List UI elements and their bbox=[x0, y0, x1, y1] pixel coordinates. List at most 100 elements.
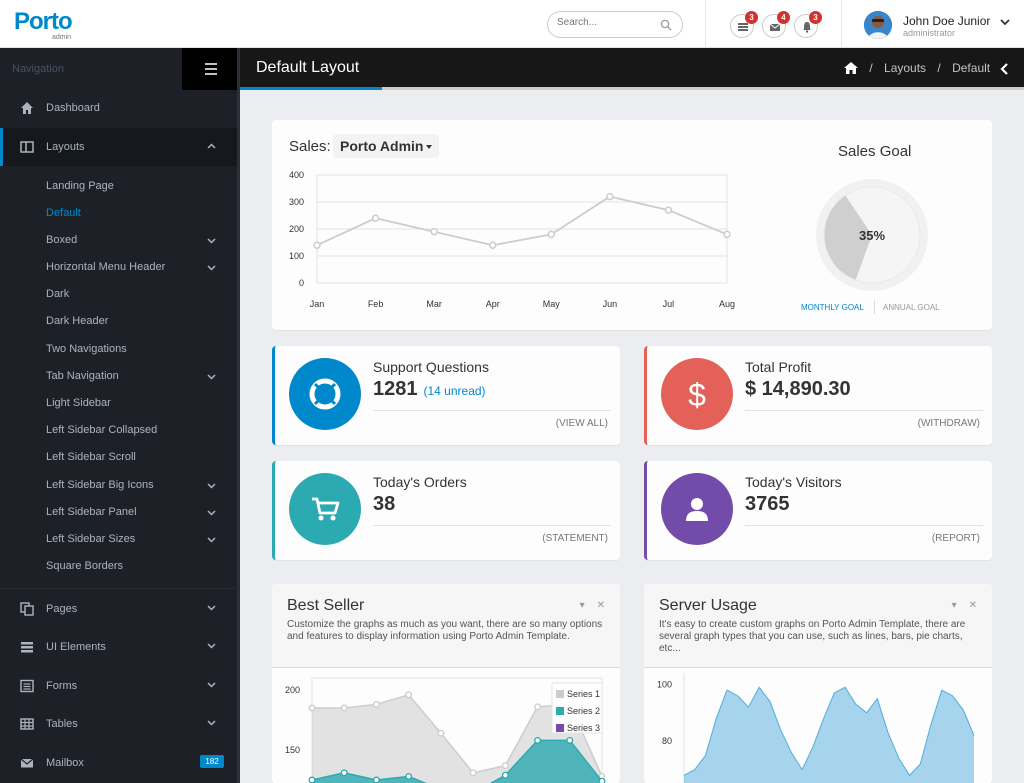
logo[interactable]: Porto admin bbox=[14, 8, 73, 41]
chevron-down-icon bbox=[207, 374, 216, 380]
data-point bbox=[723, 230, 731, 239]
sidebar-sub-left-sidebar-sizes[interactable]: Left Sidebar Sizes bbox=[46, 533, 136, 545]
x-tick-label: Apr bbox=[486, 299, 500, 309]
view-all-link[interactable]: (VIEW ALL) bbox=[555, 418, 608, 429]
caret-down-icon[interactable]: ▾ bbox=[951, 600, 957, 611]
copy-icon bbox=[20, 602, 34, 616]
server-usage-panel: Server Usage ▾ ✕ It's easy to create cust… bbox=[644, 584, 992, 783]
tab-annual-goal[interactable]: ANNUAL GOAL bbox=[883, 303, 940, 312]
home-icon[interactable] bbox=[844, 62, 858, 74]
caret-down-icon[interactable]: ▾ bbox=[579, 600, 585, 611]
breadcrumb-layouts[interactable]: Layouts bbox=[884, 61, 927, 75]
search-icon[interactable] bbox=[660, 19, 672, 31]
avatar[interactable] bbox=[864, 11, 892, 39]
data-point bbox=[547, 230, 556, 239]
data-point bbox=[664, 206, 673, 214]
envelope-icon bbox=[20, 758, 34, 768]
messages-notification[interactable]: 4 bbox=[762, 11, 790, 38]
x-tick-label: Jul bbox=[663, 299, 675, 309]
y-tick-label: 80 bbox=[662, 736, 672, 746]
y-tick-label: 150 bbox=[285, 745, 300, 755]
logo-sub: admin bbox=[52, 34, 72, 41]
sidebar-sub-square-borders[interactable]: Square Borders bbox=[46, 560, 124, 572]
report-link[interactable]: (REPORT) bbox=[931, 533, 980, 544]
sidebar-sub-horizontal-menu-header[interactable]: Horizontal Menu Header bbox=[46, 261, 166, 273]
data-point bbox=[313, 241, 321, 249]
sidebar-item-layouts[interactable]: Layouts bbox=[0, 128, 239, 166]
data-point bbox=[405, 691, 413, 699]
sales-dropdown[interactable]: Porto Admin bbox=[333, 134, 440, 158]
sidebar-item-mailbox[interactable]: Mailbox 182 bbox=[0, 744, 239, 782]
withdraw-link[interactable]: (WITHDRAW) bbox=[917, 418, 980, 429]
page-header: Default Layout / Layouts / Default bbox=[240, 48, 1024, 90]
panel-title: Server Usage bbox=[659, 597, 757, 614]
x-tick-label: Feb bbox=[368, 299, 384, 309]
sidebar-scrollbar[interactable] bbox=[237, 48, 240, 783]
sidebar-sub-tab-navigation[interactable]: Tab Navigation bbox=[46, 370, 119, 382]
sidebar-sub-light-sidebar[interactable]: Light Sidebar bbox=[46, 397, 111, 409]
best-seller-panel: Best Seller ▾ ✕ Customize the graphs as m… bbox=[272, 584, 620, 783]
sidebar-sub-default[interactable]: Default bbox=[46, 207, 81, 219]
search-box bbox=[547, 11, 683, 38]
y-tick-label: 100 bbox=[289, 251, 304, 261]
columns-icon bbox=[20, 141, 34, 153]
sidebar-sub-two-navigations[interactable]: Two Navigations bbox=[46, 343, 127, 355]
breadcrumb-sep: / bbox=[937, 61, 941, 75]
sidebar-sub-left-sidebar-big-icons[interactable]: Left Sidebar Big Icons bbox=[46, 479, 154, 491]
svg-text:$: $ bbox=[688, 378, 706, 410]
sidebar-sub-boxed[interactable]: Boxed bbox=[46, 234, 78, 246]
data-point bbox=[372, 700, 380, 708]
sidebar-sub-left-sidebar-scroll[interactable]: Left Sidebar Scroll bbox=[46, 451, 136, 463]
statement-link[interactable]: (STATEMENT) bbox=[542, 533, 608, 544]
chevron-down-icon bbox=[207, 265, 216, 271]
sidebar-sub-left-sidebar-panel[interactable]: Left Sidebar Panel bbox=[46, 506, 137, 518]
stat-number: 1281 bbox=[373, 378, 418, 400]
chevron-left-icon[interactable] bbox=[1000, 62, 1010, 76]
data-point bbox=[308, 704, 316, 712]
search-input[interactable] bbox=[557, 17, 657, 28]
y-tick-label: 0 bbox=[299, 278, 304, 288]
shopping-cart-icon bbox=[312, 497, 340, 521]
series-area bbox=[312, 740, 602, 783]
tab-divider bbox=[874, 300, 875, 314]
chevron-up-icon bbox=[207, 143, 216, 149]
stat-title: Total Profit bbox=[745, 359, 812, 375]
data-point bbox=[340, 704, 348, 712]
unread-count-link[interactable]: (14 unread) bbox=[423, 384, 486, 398]
user-name[interactable]: John Doe Junior bbox=[903, 14, 991, 28]
sales-dropdown-value: Porto Admin bbox=[340, 138, 424, 154]
tasks-notification[interactable]: 3 bbox=[730, 11, 758, 38]
close-icon[interactable]: ✕ bbox=[596, 600, 605, 611]
support-questions-card: Support Questions 1281 (14 unread) (VIEW … bbox=[272, 346, 620, 445]
breadcrumb-sep: / bbox=[869, 61, 873, 75]
sidebar-sub-left-sidebar-collapsed[interactable]: Left Sidebar Collapsed bbox=[46, 424, 158, 436]
chevron-down-icon[interactable] bbox=[1000, 18, 1010, 26]
close-icon[interactable]: ✕ bbox=[968, 600, 977, 611]
sidebar-sub-dark-header[interactable]: Dark Header bbox=[46, 315, 109, 327]
sidebar-sub-dark[interactable]: Dark bbox=[46, 288, 70, 300]
data-point bbox=[371, 214, 380, 222]
sidebar-sub-landing-page[interactable]: Landing Page bbox=[46, 180, 114, 192]
sidebar-item-pages[interactable]: Pages bbox=[0, 590, 239, 628]
stat-title: Today's Visitors bbox=[745, 474, 842, 490]
sidebar-item-label: Forms bbox=[46, 680, 78, 692]
sidebar-item-dashboard[interactable]: Dashboard bbox=[0, 89, 239, 127]
sidebar-item-forms[interactable]: Forms bbox=[0, 667, 239, 705]
chevron-down-icon bbox=[207, 483, 216, 489]
orders-icon-circle bbox=[289, 473, 361, 545]
caret-down-icon bbox=[426, 145, 433, 150]
data-point bbox=[534, 703, 542, 711]
alerts-notification[interactable]: 3 bbox=[794, 11, 822, 38]
sidebar-item-ui-elements[interactable]: UI Elements bbox=[0, 628, 239, 666]
tab-monthly-goal[interactable]: MONTHLY GOAL bbox=[801, 303, 864, 312]
envelope-icon bbox=[769, 23, 781, 31]
best-seller-area-chart: 200 150 Series 1 Series 2 Series 3 bbox=[285, 677, 606, 783]
sidebar-item-tables[interactable]: Tables bbox=[0, 705, 239, 743]
breadcrumb-default: Default bbox=[952, 61, 991, 75]
user-icon bbox=[686, 498, 708, 521]
sidebar-toggle-button[interactable] bbox=[182, 48, 239, 90]
series-line bbox=[311, 739, 603, 783]
y-tick-label: 200 bbox=[285, 685, 300, 695]
data-point bbox=[501, 762, 509, 770]
gauge-fill bbox=[824, 195, 872, 281]
